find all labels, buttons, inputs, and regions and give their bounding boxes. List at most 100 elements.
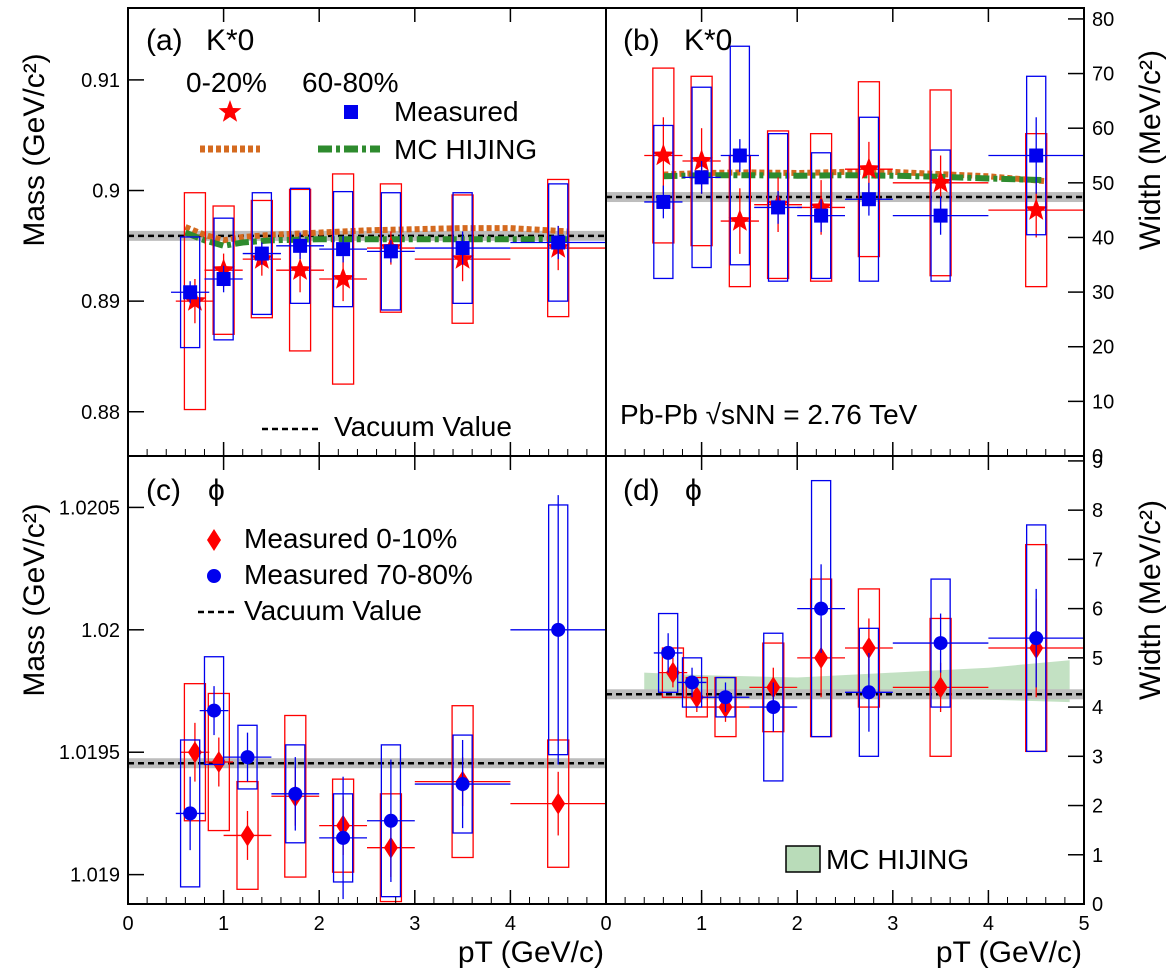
- data-point: [732, 148, 747, 163]
- right-top-ylabel: Width (MeV/c²): [1134, 50, 1167, 250]
- data-point: [728, 209, 752, 231]
- data-point: [689, 686, 704, 709]
- x-tick-label: 3: [409, 913, 420, 935]
- data-point: [551, 235, 566, 250]
- y-tick-label: 0.9: [92, 181, 120, 203]
- panel-d-particle: ϕ: [685, 474, 702, 507]
- data-point: [455, 241, 470, 256]
- data-point: [383, 813, 398, 828]
- panel-c-particle: ϕ: [208, 474, 225, 507]
- y-tick-label: 4: [1092, 697, 1103, 719]
- y-tick-label: 10: [1092, 391, 1114, 413]
- data-point: [455, 777, 470, 792]
- data-point: [814, 646, 829, 669]
- data-point: [383, 244, 398, 259]
- x-tick-label: 5: [1078, 913, 1089, 935]
- data-point: [771, 200, 786, 215]
- data-point: [240, 750, 255, 765]
- x-tick-label: 0: [122, 913, 133, 935]
- legend-vacuum-value-a: Vacuum Value: [334, 411, 512, 442]
- data-point: [651, 143, 675, 166]
- y-tick-label: 1.019: [70, 865, 120, 887]
- data-point: [331, 267, 355, 289]
- right-bottom-ylabel: Width (MeV/c²): [1134, 500, 1167, 700]
- y-tick-label: 0: [1092, 894, 1103, 916]
- data-point: [288, 258, 312, 280]
- mc-hijing-curve: [663, 172, 1046, 184]
- y-tick-label: 3: [1092, 746, 1103, 768]
- data-point: [656, 194, 671, 209]
- data-point: [336, 830, 351, 845]
- left-top-ylabel: Mass (GeV/c²): [18, 53, 51, 246]
- data-point: [211, 751, 226, 774]
- data-point: [685, 675, 700, 690]
- y-tick-label: 8: [1092, 500, 1103, 522]
- data-point: [551, 792, 566, 815]
- y-tick-label: 0.88: [81, 402, 120, 424]
- xlabel-left: pT (GeV/c): [458, 936, 604, 969]
- data-point: [187, 741, 202, 764]
- left-bottom-ylabel: Mass (GeV/c²): [18, 503, 51, 696]
- data-point: [293, 238, 308, 253]
- y-tick-label: 0.91: [81, 70, 120, 92]
- y-tick-label: 70: [1092, 64, 1114, 86]
- y-tick-label: 80: [1092, 9, 1114, 31]
- collision-label: Pb-Pb √sNN = 2.76 TeV: [620, 399, 918, 430]
- legend-c-markers: [207, 529, 221, 583]
- panel-a-label: (a): [146, 24, 183, 57]
- data-point: [857, 157, 881, 179]
- y-tick-label: 0: [1092, 446, 1103, 468]
- mc-hijing-curve: [184, 224, 568, 244]
- x-tick-label: 3: [887, 913, 898, 935]
- y-tick-label: 5: [1092, 648, 1103, 670]
- data-point: [690, 149, 713, 171]
- data-point: [1029, 148, 1044, 163]
- y-tick-label: 30: [1092, 282, 1114, 304]
- data-point: [933, 636, 948, 651]
- x-tick-label: 1: [218, 913, 229, 935]
- data-point: [861, 192, 876, 207]
- panel-b-label: (b): [623, 24, 660, 57]
- data-point: [1024, 198, 1048, 220]
- data-point: [336, 242, 351, 257]
- x-tick-label: 4: [505, 913, 516, 935]
- x-tick-label: 2: [314, 913, 325, 935]
- data-point: [929, 170, 952, 193]
- y-tick-label: 2: [1092, 796, 1103, 818]
- y-tick-label: 60: [1092, 118, 1114, 140]
- legend-diamond-marker: [207, 529, 221, 551]
- legend-measured-70-80: Measured 70-80%: [244, 559, 473, 590]
- xlabel-right: pT (GeV/c): [936, 936, 1082, 969]
- y-tick-label: 0.89: [81, 291, 120, 313]
- y-tick-label: 40: [1092, 227, 1114, 249]
- legend-mc-hijing-d: MC HIJING: [826, 844, 969, 875]
- legend-mc-hijing-a: MC HIJING: [394, 134, 537, 165]
- panel-d-frame: [605, 455, 1085, 905]
- x-tick-label: 0: [600, 913, 611, 935]
- panel-b-kstar-width: 0 10 20 30 40 50 60 70 80: [605, 8, 1114, 468]
- y-tick-label: 9: [1092, 451, 1103, 473]
- data-point: [665, 661, 680, 684]
- y-tick-label: 6: [1092, 599, 1103, 621]
- vacuum-band: [606, 192, 1084, 203]
- data-point: [814, 601, 829, 616]
- y-tick-label: 7: [1092, 549, 1103, 571]
- legend-circle-marker: [207, 569, 221, 583]
- legend-measured: Measured: [394, 96, 519, 127]
- panel-c-phi-mass: 0 1 2 3 4 1.019 1.0195 1.02 1.0205: [59, 456, 607, 935]
- panel-a-particle: K*0: [206, 24, 254, 57]
- legend-cent-60-80: 60-80%: [302, 67, 399, 98]
- mc-hijing-curve: [184, 229, 568, 249]
- y-tick-label: 50: [1092, 173, 1114, 195]
- data-point: [694, 170, 709, 185]
- vacuum-band: [128, 230, 606, 241]
- data-point: [288, 786, 303, 801]
- x-tick-label: 4: [983, 913, 994, 935]
- panel-d-label: (d): [623, 474, 660, 507]
- data-point: [183, 289, 207, 311]
- data-point: [240, 824, 255, 847]
- data-point: [1029, 631, 1044, 646]
- y-tick-label: 1.0205: [59, 497, 120, 519]
